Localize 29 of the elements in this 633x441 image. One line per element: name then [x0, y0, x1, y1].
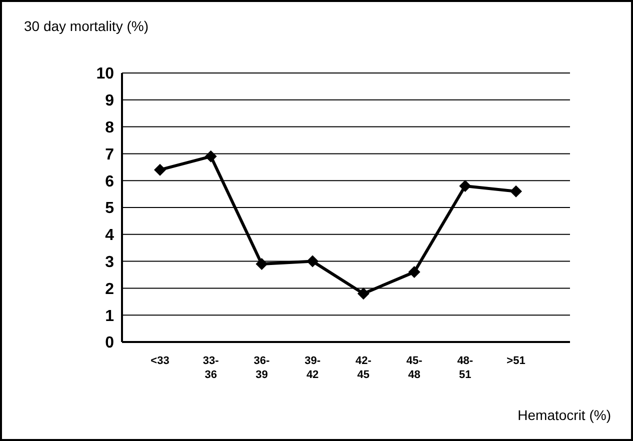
- x-tick-label: <33: [150, 355, 170, 367]
- y-tick-label: 8: [105, 119, 114, 136]
- x-tick-label: 48-51: [457, 355, 474, 381]
- point: [256, 258, 268, 270]
- y-tick-label: 10: [96, 66, 114, 83]
- y-tick-label: 3: [105, 254, 114, 271]
- y-tick-label: 9: [105, 92, 114, 110]
- point: [459, 180, 472, 192]
- x-tick-label: 42-45: [355, 355, 372, 381]
- x-tick-label: 33-36: [202, 355, 220, 381]
- point: [408, 266, 420, 278]
- y-tick-label: 5: [105, 200, 114, 218]
- point: [510, 185, 522, 198]
- x-tick-label: >51: [506, 355, 526, 367]
- y-tick-label: 0: [105, 334, 114, 352]
- y-tick-label: 1: [105, 308, 114, 325]
- y-tick-label: 6: [105, 173, 114, 190]
- y-tick-label: 2: [105, 280, 114, 298]
- point: [357, 288, 370, 300]
- point: [204, 150, 217, 162]
- point: [306, 255, 319, 268]
- y-tick-label: 7: [105, 146, 114, 164]
- x-tick-label: 45-48: [406, 355, 423, 381]
- y-tick-label: 4: [105, 227, 114, 244]
- x-tick-label: 39-42: [304, 355, 321, 381]
- x-tick-label: 36-39: [254, 355, 270, 381]
- point: [154, 164, 166, 176]
- x-axis-title: Hematocrit (%): [518, 407, 611, 423]
- y-axis-title: 30 day mortality (%): [24, 18, 148, 34]
